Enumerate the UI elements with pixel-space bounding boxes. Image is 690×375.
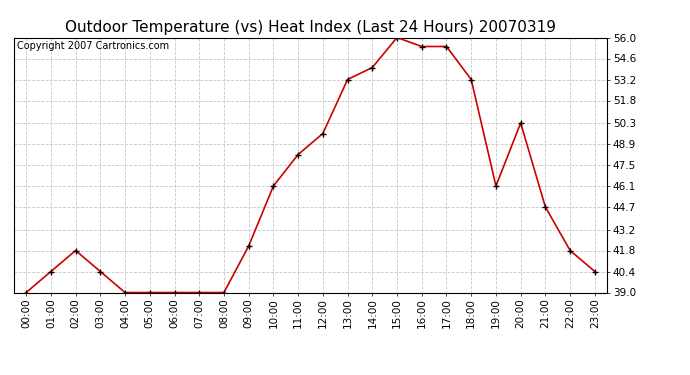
- Text: Copyright 2007 Cartronics.com: Copyright 2007 Cartronics.com: [17, 41, 169, 51]
- Title: Outdoor Temperature (vs) Heat Index (Last 24 Hours) 20070319: Outdoor Temperature (vs) Heat Index (Las…: [65, 20, 556, 35]
